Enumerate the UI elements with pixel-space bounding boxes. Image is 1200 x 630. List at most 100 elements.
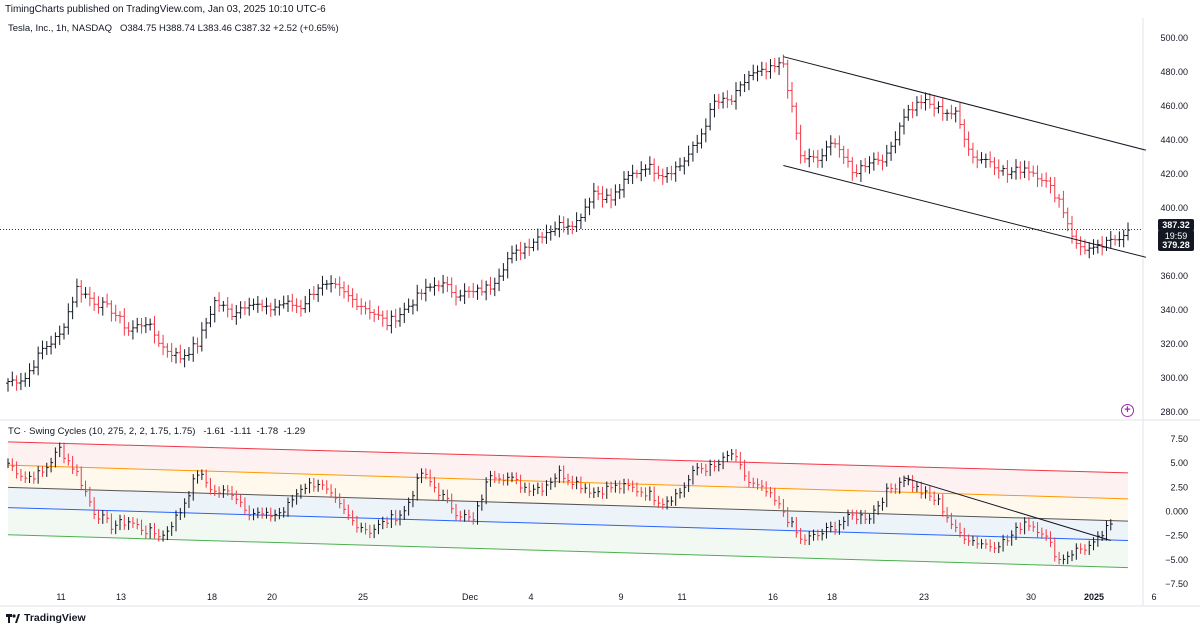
price-tick-label: 500.00 [1160,33,1188,43]
ohlc-bar [268,302,273,317]
low-price-tag: 379.28 [1158,239,1194,251]
ohlc-bar [647,156,652,175]
ohlc-close: C387.32 [234,23,271,34]
tradingview-logo-icon [6,613,20,623]
oscillator-bar [145,525,148,539]
ohlc-bar [656,165,661,180]
oscillator-bar [1110,519,1113,531]
ohlc-bar [820,148,825,168]
ohlc-bar [622,171,626,198]
ohlc-bar [492,277,497,297]
oscillator-bar [1037,522,1040,538]
oscillator-bar [890,483,894,494]
price-tick-label: 460.00 [1160,101,1188,111]
oscillator-bar [601,486,605,499]
ohlc-high: H388.74 [159,23,195,34]
oscillator-bar [950,512,954,530]
oscillator-bar [653,486,657,506]
oscillator-bar [244,497,247,516]
ohlc-bar [686,145,691,167]
ohlc-bar [1014,159,1018,180]
oscillator-bar [429,469,433,487]
oscillator-bar [184,498,187,518]
oscillator-bar [916,481,919,493]
ohlc-bar [996,159,1001,179]
ohlc-bar [165,343,170,358]
ohlc-bar [156,330,161,347]
oscillator-bar [886,483,889,508]
ohlc-bar [690,141,695,162]
oscillator-bar [188,490,191,508]
ohlc-bar [255,296,260,313]
ohlc-bar [10,371,15,387]
oscillator-bar [403,505,407,520]
indicator-legend[interactable]: TC · Swing Cycles (10, 275, 2, 2, 1.75, … [8,426,305,437]
ohlc-bar [109,300,114,322]
ohlc-bar [225,296,230,318]
oscillator-bars [7,442,1113,565]
ohlc-bar [807,148,812,168]
oscillator-bar [645,487,648,501]
ohlc-bar [841,145,846,164]
oscillator-bar [511,472,514,483]
ohlc-bar [14,375,19,391]
ohlc-bar [923,92,928,111]
ohlc-bar [428,283,433,292]
oscillator-bar [472,512,476,525]
ohlc-bar [983,153,988,168]
oscillator-bar [85,480,88,497]
oscillator-bar [838,519,842,535]
oscillator-bar [287,497,290,517]
band-line-blue [7,507,1129,541]
oscillator-bar [610,481,614,493]
ohlc-bar [74,278,79,308]
trendlines [783,56,1147,541]
oscillator-bar [20,468,23,482]
ohlc-bar [27,363,32,387]
oscillator-bar [627,478,631,491]
ohlc-bar [699,128,704,149]
ohlc-bar [591,182,596,209]
oscillator-bar [584,483,588,494]
oscillator-bar [106,510,110,524]
ohlc-bar [152,315,157,344]
ohlc-bar [1078,236,1083,256]
ohlc-bar [445,276,450,292]
ohlc-bar [833,138,838,149]
oscillator-bar [326,480,329,494]
ohlc-bar [329,275,334,293]
ohlc-bar [436,280,441,292]
oscillator-bar [369,524,372,539]
ohlc-bar [380,310,385,327]
ohlc-bar [221,300,226,312]
ohlc-bar [419,288,424,301]
ohlc-bar [449,277,454,298]
ohlc-bar [966,131,971,156]
ohlc-bar [945,109,950,121]
price-tick-label: 320.00 [1160,339,1188,349]
ohlc-bar [139,317,144,334]
oscillator-bar [933,491,937,506]
oscillator-bar [132,517,135,528]
oscillator-bar [464,509,467,522]
ohlc-bar [798,124,803,164]
oscillator-bar [175,510,178,532]
oscillator-bar [1028,517,1031,531]
oscillator-bar [1101,530,1105,541]
ohlc-bar [828,135,833,156]
oscillator-tick-label: 7.50 [1170,434,1188,444]
oscillator-bar [1080,543,1083,554]
ohlc-bar [884,144,889,167]
ohlc-bar [186,347,191,361]
symbol-legend[interactable]: Tesla, Inc., 1h, NASDAQ O384.75 H388.74 … [8,23,339,34]
ohlc-bar [1113,234,1118,246]
oscillator-bar [412,490,415,508]
ohlc-bar [122,308,127,336]
add-indicator-button[interactable]: + [1121,404,1134,417]
oscillator-bar [76,464,79,477]
oscillator-bar [920,481,924,499]
ohlc-bar [678,157,682,172]
oscillator-bar [1045,529,1049,541]
oscillator-bar [881,497,885,511]
